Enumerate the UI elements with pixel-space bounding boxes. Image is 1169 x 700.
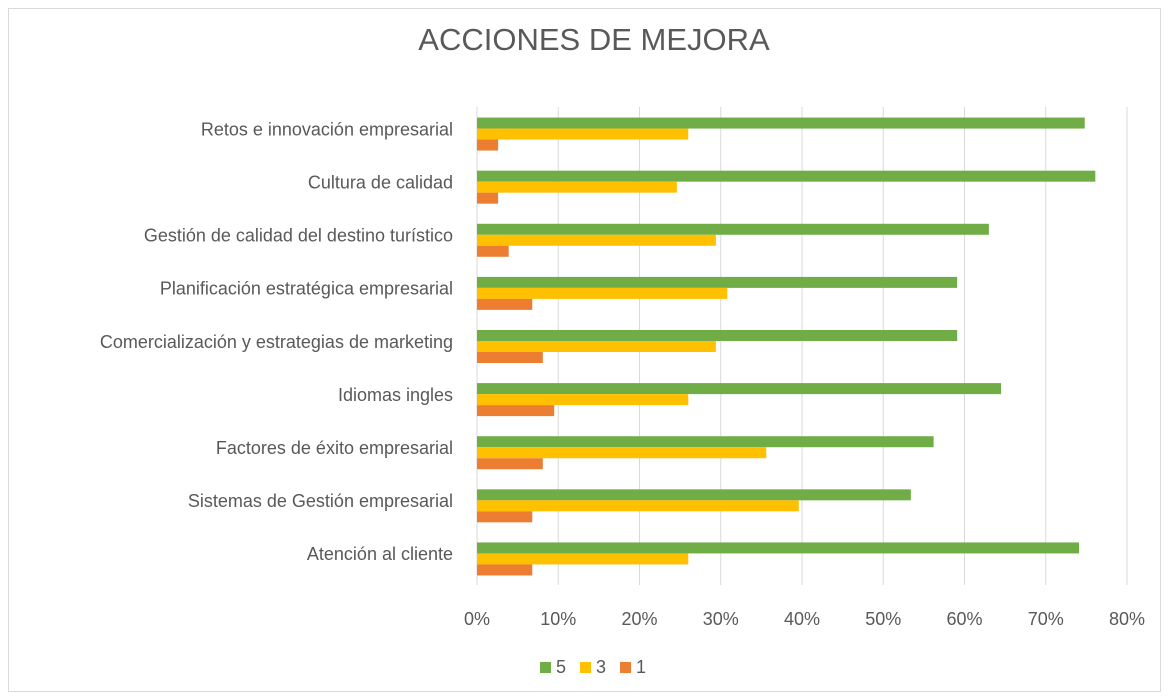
y-tick-label: Atención al cliente bbox=[307, 544, 453, 564]
bar bbox=[477, 394, 689, 406]
bar bbox=[477, 458, 543, 470]
bar bbox=[477, 352, 543, 363]
bar bbox=[477, 447, 767, 459]
bar bbox=[477, 553, 689, 565]
y-tick-label: Idiomas ingles bbox=[338, 385, 453, 405]
x-tick-label: 80% bbox=[1109, 609, 1145, 629]
bar bbox=[477, 542, 1080, 554]
bar bbox=[477, 500, 799, 512]
y-tick-label: Gestión de calidad del destino turístico bbox=[144, 226, 453, 246]
bar bbox=[477, 181, 677, 193]
bar bbox=[477, 192, 499, 204]
y-tick-label: Factores de éxito empresarial bbox=[216, 438, 453, 458]
y-tick-label: Retos e innovación empresarial bbox=[201, 119, 453, 139]
bar bbox=[477, 170, 1096, 182]
y-tick-label: Planificación estratégica empresarial bbox=[160, 279, 453, 299]
legend-label: 1 bbox=[636, 657, 646, 677]
x-tick-label: 40% bbox=[784, 609, 820, 629]
legend-label: 5 bbox=[556, 657, 566, 677]
legend-swatch bbox=[580, 662, 592, 673]
bar bbox=[477, 405, 555, 417]
y-tick-label: Comercialización y estrategias de market… bbox=[100, 332, 453, 352]
bar bbox=[477, 234, 716, 246]
x-tick-label: 0% bbox=[464, 609, 490, 629]
bar bbox=[477, 298, 533, 310]
x-tick-label: 50% bbox=[865, 609, 901, 629]
legend-swatch bbox=[620, 662, 632, 673]
legend-label: 3 bbox=[596, 657, 606, 677]
bar bbox=[477, 287, 728, 299]
legend-swatch bbox=[540, 662, 551, 673]
x-tick-label: 30% bbox=[703, 609, 739, 629]
bar bbox=[477, 276, 958, 288]
bar bbox=[477, 436, 934, 448]
bar bbox=[477, 223, 989, 235]
x-tick-label: 70% bbox=[1028, 609, 1064, 629]
bar bbox=[477, 117, 1085, 129]
bar bbox=[477, 564, 533, 576]
x-tick-label: 20% bbox=[621, 609, 657, 629]
bar bbox=[477, 330, 958, 341]
bar bbox=[477, 245, 509, 257]
bar bbox=[477, 139, 499, 151]
bar bbox=[477, 383, 1002, 395]
x-tick-label: 60% bbox=[946, 609, 982, 629]
bar bbox=[477, 341, 716, 352]
y-tick-label: Sistemas de Gestión empresarial bbox=[188, 491, 453, 511]
bar bbox=[477, 489, 911, 501]
bar bbox=[477, 511, 533, 523]
chart-title: ACCIONES DE MEJORA bbox=[418, 22, 770, 57]
bar bbox=[477, 128, 689, 140]
x-tick-label: 10% bbox=[540, 609, 576, 629]
y-tick-label: Cultura de calidad bbox=[308, 172, 453, 192]
